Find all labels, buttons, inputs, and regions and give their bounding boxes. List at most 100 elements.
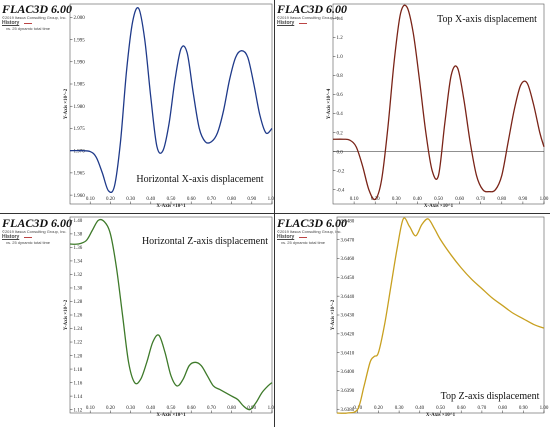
brand-title: FLAC3D 6.00 — [2, 216, 73, 230]
y-tick-label: 1.38 — [74, 233, 83, 238]
history-legend-line — [24, 23, 32, 24]
x-tick-label: 0.10 — [86, 197, 95, 202]
y-tick-label: 0.0 — [337, 150, 344, 155]
y-tick-label: 1.16 — [74, 381, 83, 386]
x-tick-label: 0.40 — [146, 406, 155, 411]
x-axis-label: X-Axis ×10^1 — [426, 413, 456, 418]
history-legend-line — [299, 23, 307, 24]
x-tick-label: 0.60 — [187, 406, 196, 411]
y-tick-label: 1.980 — [74, 105, 86, 110]
y-tick-label: 3.6420 — [341, 333, 355, 338]
y-tick-label: 1.18 — [74, 368, 83, 373]
y-tick-label: 1.40 — [74, 219, 83, 224]
y-tick-label: 3.6470 — [341, 238, 355, 243]
y-tick-label: 1.975 — [74, 127, 86, 132]
history-label: History — [2, 20, 20, 26]
x-tick-label: 0.20 — [106, 406, 115, 411]
history-sub: vs. 25 dynamic total time — [281, 240, 326, 245]
y-tick-label: 3.6380 — [341, 408, 355, 413]
brand-title: FLAC3D 6.00 — [277, 2, 348, 16]
series-line — [336, 217, 545, 414]
panel-horizontal-z: FLAC3D 6.00 ©2019 Itasca Consulting Grou… — [0, 214, 274, 427]
y-tick-label: 1.36 — [74, 246, 83, 251]
x-tick-label: 0.40 — [146, 197, 155, 202]
y-tick-label: 1.22 — [74, 341, 83, 346]
x-tick-label: 0.90 — [519, 197, 528, 202]
panel-top-x: FLAC3D 6.00 ©2019 Itasca Consulting Grou… — [275, 0, 550, 213]
y-tick-label: 1.26 — [74, 314, 83, 319]
x-tick-label: 0.70 — [207, 406, 216, 411]
x-tick-label: 0.30 — [126, 197, 135, 202]
plot-frame — [336, 216, 545, 414]
x-tick-label: 0.50 — [434, 197, 443, 202]
y-tick-label: 1.965 — [74, 172, 86, 177]
y-tick-label: 1.28 — [74, 300, 83, 305]
y-tick-label: 1.2 — [337, 36, 344, 41]
x-axis-label: X-Axis ×10^1 — [424, 204, 454, 209]
history-label: History — [2, 234, 20, 240]
x-tick-label: 0.60 — [187, 197, 196, 202]
y-tick-label: 1.20 — [74, 354, 83, 359]
history-label: History — [277, 234, 295, 240]
x-tick-label: 0.10 — [86, 406, 95, 411]
brand-title: FLAC3D 6.00 — [2, 2, 73, 16]
x-tick-label: 0.40 — [413, 197, 422, 202]
history-sub: vs. 25 dynamic total time — [6, 240, 51, 245]
y-tick-label: 3.6440 — [341, 295, 355, 300]
chart-horizontal-z: 1.12 1.14 1.16 1.18 1.20 1.22 1.24 1.26 1.28 1.30… — [64, 216, 274, 418]
y-tick-label: 3.6460 — [341, 257, 355, 262]
horizontal-divider — [0, 213, 550, 214]
y-tick-label: 3.6390 — [341, 389, 355, 394]
x-tick-label: 0.70 — [478, 406, 487, 411]
chart-annotation: Horizontal X-axis displacement — [136, 174, 263, 185]
y-tick-label: 1.990 — [74, 60, 86, 65]
copyright-text: ©2019 Itasca Consulting Group, Inc. — [2, 229, 67, 234]
y-tick-label: 1.14 — [74, 395, 83, 400]
y-tick-label: 1.30 — [74, 287, 83, 292]
y-axis-label: Y-Axis ×10^-4 — [327, 88, 332, 119]
y-tick-label: 3.6480 — [341, 219, 355, 224]
x-tick-label: 0.80 — [498, 406, 507, 411]
copyright-text: ©2019 Itasca Consulting Group, Inc. — [277, 229, 342, 234]
y-tick-label: 0.2 — [337, 131, 344, 136]
y-tick-label: 1.970 — [74, 149, 86, 154]
x-tick-label: 0.90 — [247, 197, 256, 202]
x-tick-label: 0.40 — [415, 406, 424, 411]
x-tick-label: 0.90 — [519, 406, 528, 411]
y-tick-label: 3.6430 — [341, 314, 355, 319]
y-tick-label: 1.985 — [74, 83, 86, 88]
x-tick-label: 0.20 — [106, 197, 115, 202]
y-tick-label: 1.4 — [337, 17, 344, 22]
x-tick-label: 0.70 — [207, 197, 216, 202]
x-tick-label: 0.80 — [227, 197, 236, 202]
y-tick-label: 1.34 — [74, 260, 83, 265]
y-tick-label: 1.0 — [337, 55, 344, 60]
chart-top-x: -0.4-0.20.00.20.40.60.81.01.21.40.10 0.20… — [327, 3, 549, 209]
history-sub: vs. 25 dynamic total time — [6, 26, 51, 31]
copyright-text: ©2019 Itasca Consulting Group, Inc. — [2, 15, 67, 20]
y-tick-label: -0.4 — [337, 188, 345, 193]
y-tick-label: 1.12 — [74, 408, 83, 413]
x-tick-label: 0.50 — [167, 197, 176, 202]
series-line — [332, 4, 545, 201]
y-tick-label: 1.32 — [74, 273, 83, 278]
x-tick-label: 0.80 — [497, 197, 506, 202]
y-tick-label: -0.2 — [337, 169, 345, 174]
x-tick-label: 0.10 — [350, 197, 359, 202]
history-label: History — [277, 20, 295, 26]
brand-title: FLAC3D 6.00 — [277, 216, 348, 230]
panel-horizontal-x: FLAC3D 6.00 ©2019 Itasca Consulting Grou… — [0, 0, 274, 213]
history-legend-line — [24, 237, 32, 238]
chart-horizontal-x: 1.960 1.965 1.970 1.975 1.980 1.985 1.990 1.995… — [64, 3, 274, 209]
y-axis-label: Y-Axis ×10^-2 — [331, 299, 336, 330]
x-tick-label: 1.00 — [268, 197, 274, 202]
series-line — [69, 7, 273, 194]
y-tick-label: 3.6400 — [341, 370, 355, 375]
x-axis-label: X-Axis ×10^1 — [156, 413, 186, 418]
chart-annotation: Top X-axis displacement — [437, 14, 537, 25]
x-tick-label: 0.80 — [227, 406, 236, 411]
y-tick-label: 0.4 — [337, 112, 344, 117]
y-tick-label: 1.960 — [74, 194, 86, 199]
x-tick-label: 0.50 — [436, 406, 445, 411]
x-tick-label: 0.60 — [457, 406, 466, 411]
